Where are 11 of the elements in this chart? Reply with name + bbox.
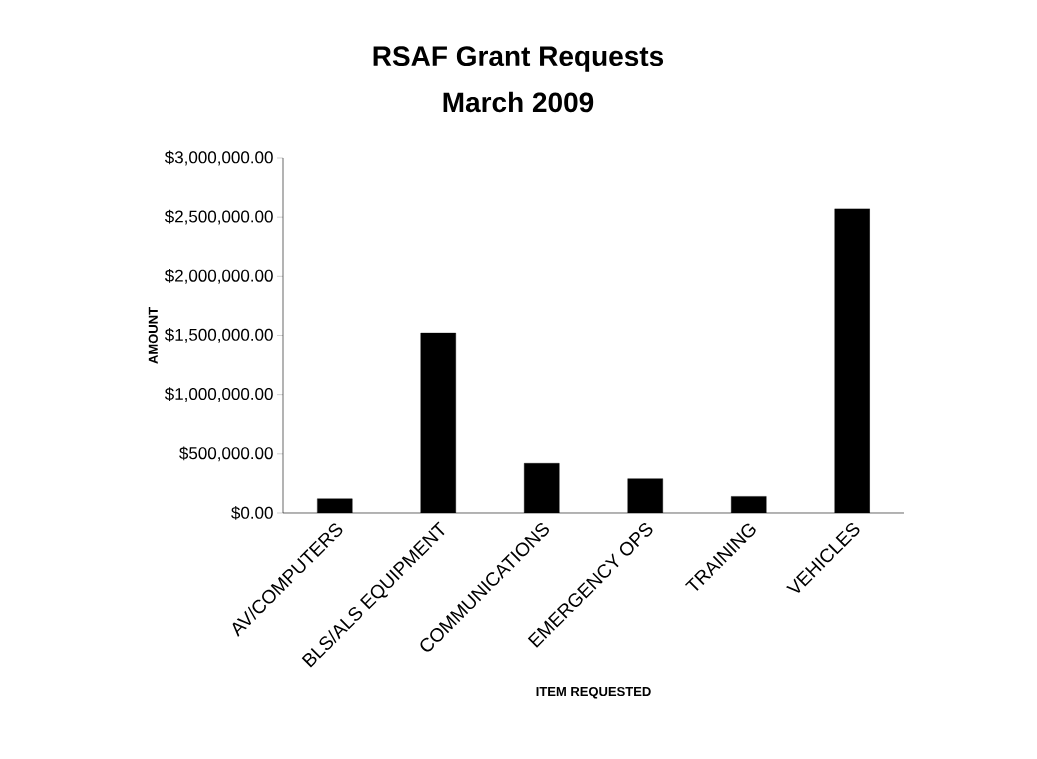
y-tick-label: $2,500,000.00 xyxy=(164,209,273,225)
y-tick-label: $0.00 xyxy=(231,506,273,520)
y-axis-title: AMOUNT xyxy=(148,307,158,364)
x-axis-title: ITEM REQUESTED xyxy=(536,686,651,699)
y-tick-label: $500,000.00 xyxy=(179,446,273,462)
chart-subtitle: March 2009 xyxy=(443,91,594,113)
y-tick-label: $1,000,000.00 xyxy=(164,387,273,403)
y-tick-label: $1,500,000.00 xyxy=(164,328,273,343)
y-tick-label: $3,000,000.00 xyxy=(164,150,273,166)
y-tick-label: $2,000,000.00 xyxy=(164,268,273,284)
chart-title: RSAF Grant Requests xyxy=(373,46,664,72)
